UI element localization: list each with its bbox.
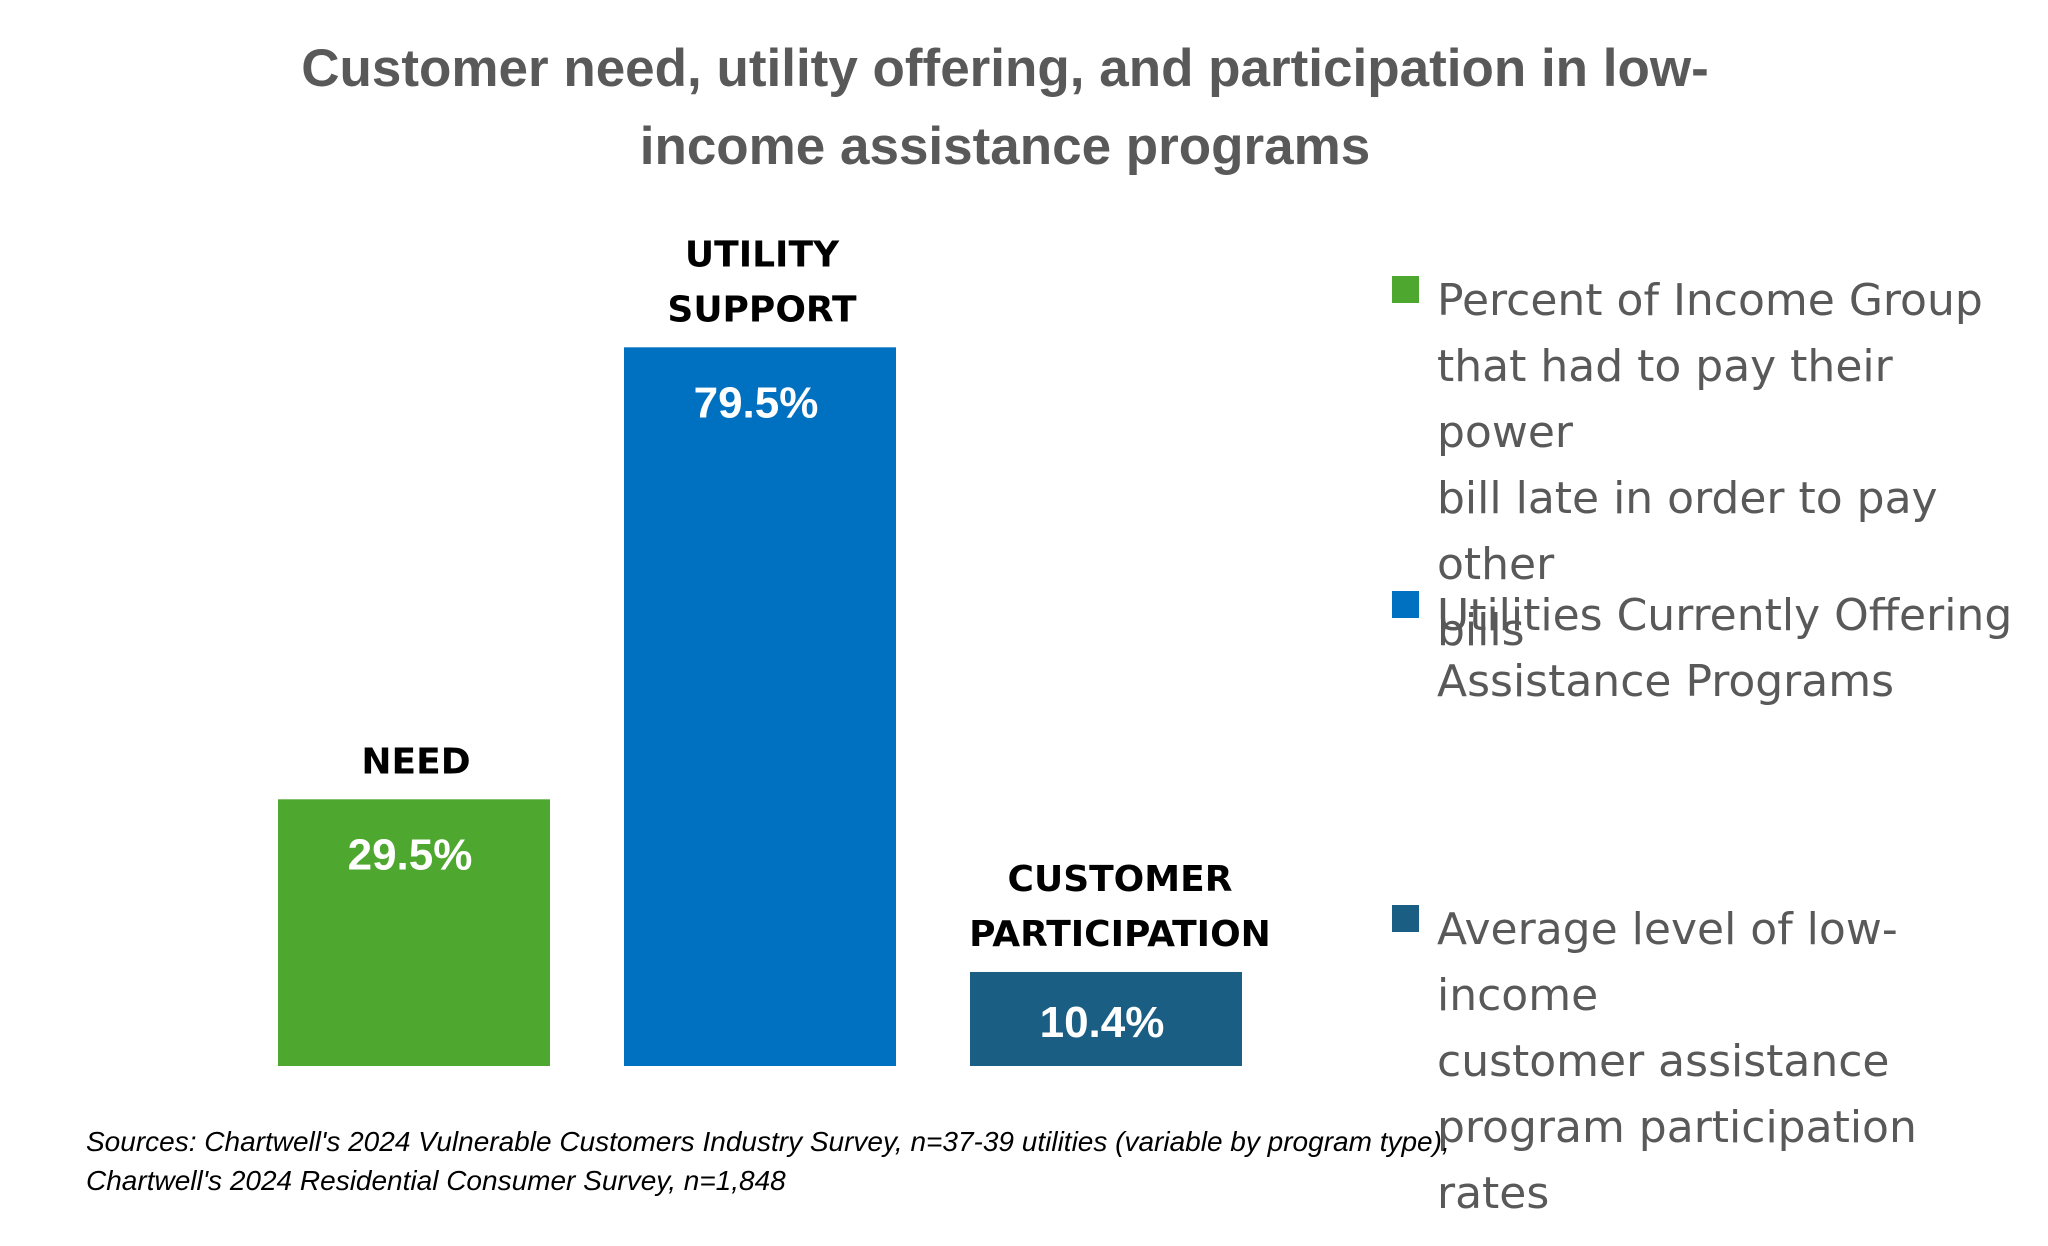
legend-swatch-need (1392, 276, 1419, 303)
legend-swatch-customer-participation (1392, 905, 1419, 932)
source-line-2: Chartwell's 2024 Residential Consumer Su… (86, 1165, 786, 1196)
legend-swatch-utility-support (1392, 591, 1419, 618)
bar-category-label-utility-support-line-2: SUPPORT (667, 289, 857, 330)
legend-label-customer-participation: Average level of low-income customer ass… (1437, 904, 1917, 1219)
bar-category-label-utility-support-line-1: UTILITY (685, 234, 840, 275)
legend-label-utility-support: Utilities Currently Offering Assistance … (1437, 590, 2013, 707)
bar-category-label-customer-participation-line-1: CUSTOMER (1008, 859, 1233, 900)
bar-value-label-need: 29.5% (348, 830, 473, 879)
bar-category-label-need-line-1: NEED (361, 741, 470, 782)
chart-title-line-2: income assistance programs (639, 117, 1371, 176)
chart-title-line-1: Customer need, utility offering, and par… (301, 39, 1709, 98)
bar-value-label-utility-support: 79.5% (694, 378, 819, 427)
source-line-1: Sources: Chartwell's 2024 Vulnerable Cus… (86, 1126, 1450, 1157)
bar-utility-support (624, 347, 896, 1066)
source-note: Sources: Chartwell's 2024 Vulnerable Cus… (86, 1122, 1586, 1200)
bar-need (278, 799, 550, 1066)
bar-customer-participation (970, 971, 1242, 1066)
bar-category-label-customer-participation-line-2: PARTICIPATION (969, 914, 1271, 955)
bar-value-label-customer-participation: 10.4% (1040, 998, 1165, 1047)
chart-title: Customer need, utility offering, and par… (160, 30, 1850, 186)
bar-chart: 29.5% NEED 79.5% UTILITY SUPPORT 10.4% CUSTOME… (278, 234, 1271, 1066)
legend-label-need: Percent of Income Group that had to pay … (1437, 275, 1983, 656)
